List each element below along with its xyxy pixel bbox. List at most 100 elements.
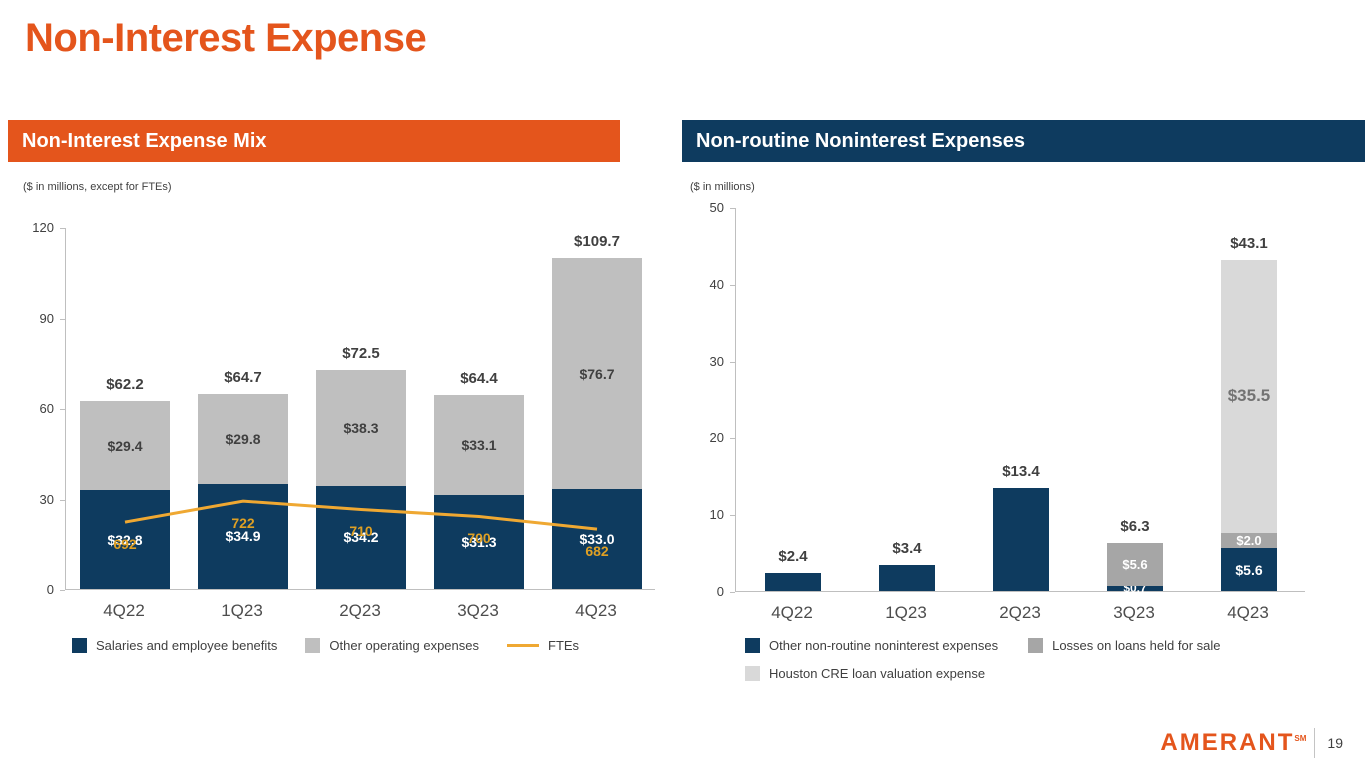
amerant-logo: AMERANTSM: [1160, 729, 1306, 757]
y-axis-tick: [60, 228, 65, 229]
legend-label: Other non-routine noninterest expenses: [769, 638, 999, 653]
bar-total-label: $2.4: [778, 547, 808, 565]
y-axis-tick-label: 0: [46, 582, 54, 597]
x-axis-label: 4Q23: [1227, 603, 1269, 622]
bar-segment: $29.4: [80, 401, 170, 491]
page-title: Non-Interest Expense: [25, 16, 427, 60]
expense-mix-legend: Salaries and employee benefits Other oper…: [72, 638, 579, 653]
y-axis-tick-label: 50: [709, 200, 724, 215]
bar-segment: $0.7: [1107, 581, 1163, 595]
bar-total-label: $43.1: [1230, 235, 1268, 252]
expense-mix-chart: $32.8 $29.4 $62.2 $34.9 $29.8 $64.7 $34.2 $38.3…: [20, 205, 665, 635]
bar-segment-label: $29.8: [225, 430, 261, 447]
x-axis-label: 1Q23: [221, 601, 263, 620]
bar-total-label: $3.4: [892, 539, 922, 557]
y-axis-tick: [730, 438, 735, 440]
right-panel-title: Non-routine Noninterest Expenses: [696, 130, 1025, 152]
x-axis-label: 4Q22: [771, 603, 813, 622]
y-axis-tick: [60, 318, 65, 320]
legend-label: Houston CRE loan valuation expense: [769, 666, 986, 681]
bar-segment-label: $34.2: [343, 529, 379, 546]
y-axis-tick-label: 10: [709, 507, 724, 523]
series-swatch: [745, 666, 760, 681]
x-axis-label: 4Q22: [103, 601, 145, 620]
bar-total-label: $109.7: [574, 233, 620, 251]
plot-area: $2.4 $3.4 $13.4 $0.7 $5.6 $6.3 $5.6 $2.0 $35.5 $4…: [735, 208, 1305, 595]
right-units-note: ($ in millions): [690, 181, 755, 193]
left-panel-title: Non-Interest Expense Mix: [22, 130, 267, 152]
y-axis-tick-label: 40: [709, 276, 724, 292]
bar-segment: [993, 488, 1049, 591]
fte-line-path: [124, 499, 598, 531]
legend-item: Losses on loans held for sale: [1028, 638, 1220, 653]
y-axis-tick-label: 0: [716, 584, 724, 599]
bar-segment: $29.8: [198, 393, 288, 484]
bar-segment-label: $34.9: [225, 528, 261, 545]
amerant-logo-sm: SM: [1294, 734, 1307, 743]
y-axis-tick-label: 60: [39, 401, 54, 416]
right-panel-header: Non-routine Noninterest Expenses: [682, 120, 1365, 162]
nonroutine-expenses-legend: Other non-routine noninterest expenses Lo…: [745, 638, 1365, 681]
fte-value-label: 710: [349, 523, 373, 540]
legend-item: Other non-routine noninterest expenses: [745, 638, 998, 653]
legend-item: FTEs: [507, 638, 579, 653]
bar-segment-label: $31.3: [461, 533, 497, 550]
fte-value-label: 692: [113, 536, 137, 553]
y-axis-tick-label: 30: [709, 353, 724, 369]
amerant-logo-text: AMERANT: [1160, 729, 1295, 756]
bar-total-label: $6.3: [1120, 517, 1150, 535]
bar-segment: $5.6: [1107, 542, 1163, 586]
legend-item: Houston CRE loan valuation expense: [745, 666, 985, 681]
bar-segment-label: $2.0: [1236, 532, 1262, 548]
bar-segment: $33.1: [434, 394, 524, 495]
bar-segment-label: $76.7: [579, 365, 615, 382]
x-axis-label: 4Q23: [575, 601, 617, 620]
legend-label: Salaries and employee benefits: [96, 638, 278, 653]
bar-segment-label: $5.6: [1122, 556, 1148, 572]
y-axis-tick-label: 30: [39, 491, 54, 507]
bar-total-label: $64.4: [460, 369, 498, 387]
series-swatch: [1028, 638, 1044, 653]
fte-value-label: 700: [467, 530, 491, 547]
legend-item: Other operating expenses: [305, 638, 479, 653]
left-panel-header: Non-Interest Expense Mix: [8, 120, 620, 162]
series-swatch: [305, 638, 321, 653]
series-swatch: [745, 638, 760, 653]
bar-segment-label: $29.4: [107, 437, 143, 454]
fte-value-label: 722: [231, 515, 255, 532]
y-axis-tick: [730, 208, 735, 209]
y-axis-tick-label: 120: [32, 220, 54, 235]
left-units-note: ($ in millions, except for FTEs): [23, 181, 172, 193]
series-swatch: [72, 638, 87, 653]
bar-segment: $34.2: [316, 485, 406, 589]
y-axis-tick: [730, 592, 735, 593]
legend-label: Losses on loans held for sale: [1052, 638, 1221, 653]
x-axis-label: 3Q23: [1113, 603, 1155, 622]
bar-total-label: $72.5: [342, 345, 380, 363]
x-axis-label: 1Q23: [885, 603, 927, 622]
x-axis-label: 2Q23: [339, 601, 381, 620]
nonroutine-expenses-chart: $2.4 $3.4 $13.4 $0.7 $5.6 $6.3 $5.6 $2.0 $35.5 $4…: [690, 195, 1365, 635]
y-axis-tick: [60, 499, 65, 501]
x-axis-label: 2Q23: [999, 603, 1041, 622]
bar-segment-label: $38.3: [343, 420, 379, 437]
legend-label: Other operating expenses: [329, 638, 479, 653]
bar-segment: $76.7: [552, 258, 642, 490]
bar-segment-label: $33.0: [579, 531, 615, 548]
footer: AMERANTSM 19: [1160, 728, 1343, 758]
y-axis-tick-label: 20: [709, 430, 724, 446]
bar-segment: $5.6: [1221, 548, 1277, 591]
legend-label: FTEs: [548, 638, 580, 653]
x-axis-label: 3Q23: [457, 601, 499, 620]
bar-segment-label: $5.6: [1235, 561, 1263, 578]
y-axis-tick: [730, 515, 735, 517]
bar-segment: $33.0: [552, 489, 642, 589]
bar-segment: [879, 564, 935, 591]
bar-total-label: $64.7: [224, 368, 262, 386]
bar-segment-label: $33.1: [461, 436, 497, 453]
y-axis-tick: [60, 409, 65, 410]
y-axis-tick: [60, 590, 65, 591]
y-axis-tick-label: 90: [39, 310, 54, 326]
bar-segment: $38.3: [316, 370, 406, 486]
